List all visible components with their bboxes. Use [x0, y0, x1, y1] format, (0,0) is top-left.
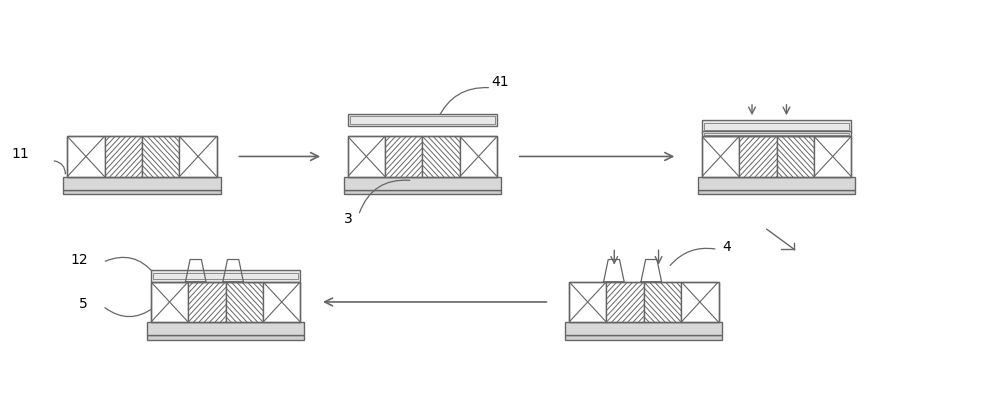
Bar	[147, 335, 304, 340]
Bar	[565, 335, 722, 340]
Text: 4: 4	[722, 240, 731, 255]
Bar	[63, 177, 221, 190]
Bar	[460, 136, 497, 177]
Bar	[63, 190, 221, 194]
FancyArrowPatch shape	[105, 308, 154, 316]
Bar	[702, 120, 851, 133]
FancyArrowPatch shape	[670, 248, 715, 265]
Bar	[151, 282, 188, 322]
Bar	[147, 322, 304, 335]
Bar	[151, 282, 300, 322]
Bar	[188, 282, 226, 322]
Bar	[153, 273, 298, 279]
Bar	[151, 270, 300, 282]
Bar	[777, 136, 814, 177]
Bar	[348, 114, 497, 126]
Bar	[704, 123, 849, 130]
Bar	[422, 136, 460, 177]
Bar	[344, 190, 501, 194]
Bar	[350, 117, 495, 124]
FancyArrowPatch shape	[54, 161, 65, 174]
Bar	[348, 136, 497, 177]
Bar	[704, 133, 849, 135]
Bar	[702, 136, 851, 177]
FancyArrowPatch shape	[105, 257, 154, 273]
Bar	[698, 190, 855, 194]
Text: 11: 11	[11, 148, 29, 161]
Bar	[105, 136, 142, 177]
Bar	[385, 136, 422, 177]
Bar	[67, 136, 217, 177]
Bar	[344, 177, 501, 190]
Bar	[698, 177, 855, 190]
Text: 41: 41	[491, 75, 509, 89]
Bar	[263, 282, 300, 322]
Bar	[179, 136, 217, 177]
Bar	[569, 282, 606, 322]
Bar	[739, 136, 777, 177]
Bar	[681, 282, 719, 322]
FancyArrowPatch shape	[438, 87, 489, 117]
Bar	[644, 282, 681, 322]
Bar	[606, 282, 644, 322]
Bar	[702, 136, 739, 177]
Text: 12: 12	[70, 253, 88, 268]
Bar	[702, 131, 851, 136]
Text: 5: 5	[79, 297, 88, 311]
Bar	[226, 282, 263, 322]
Bar	[142, 136, 179, 177]
Bar	[569, 282, 719, 322]
FancyArrowPatch shape	[359, 180, 410, 213]
Text: 3: 3	[344, 212, 352, 226]
Bar	[814, 136, 851, 177]
Bar	[348, 136, 385, 177]
Bar	[67, 136, 105, 177]
Bar	[565, 322, 722, 335]
